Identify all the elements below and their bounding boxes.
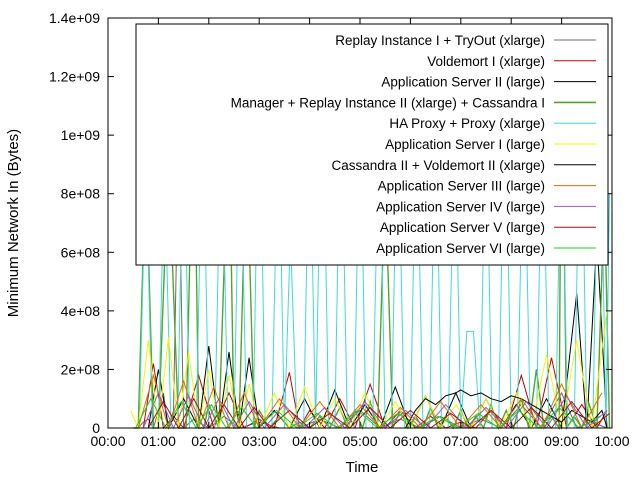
y-axis-label: Minimum Network In (Bytes) [5, 129, 22, 317]
legend-label-3: Application Server II (large) [381, 75, 545, 90]
legend-label-4: Manager + Replay Instance II (xlarge) + … [231, 95, 545, 110]
legend-label-5: HA Proxy + Proxy (xlarge) [389, 116, 545, 131]
y-tick-label: 8e+08 [61, 186, 101, 202]
series-line-6 [130, 310, 608, 430]
x-tick-label: 04:00 [292, 433, 327, 449]
x-tick-label: 00:00 [90, 433, 125, 449]
x-tick-label: 08:00 [494, 433, 529, 449]
legend-label-10: Application Server V (large) [380, 220, 545, 235]
legend: Replay Instance I + TryOut (xlarge) Volde… [135, 23, 609, 266]
x-tick-label: 02:00 [191, 433, 226, 449]
legend-label-9: Application Server IV (large) [376, 199, 545, 214]
series-line-7 [404, 389, 608, 429]
series-line-8 [137, 373, 603, 430]
x-axis-label: Time [346, 459, 379, 476]
series-line-10 [147, 397, 610, 430]
y-tick-label: 4e+08 [61, 303, 101, 319]
series-line-4 [133, 38, 611, 431]
legend-label-6: Application Server I (large) [385, 137, 545, 152]
legend-label-1: Replay Instance I + TryOut (xlarge) [335, 33, 545, 48]
y-tick-label: 2e+08 [61, 361, 101, 377]
y-tick-label: 1.4e+09 [49, 10, 100, 26]
y-tick-label: 1.2e+09 [49, 69, 100, 85]
x-tick-label: 03:00 [242, 433, 277, 449]
y-tick-label: 0 [92, 420, 100, 436]
legend-box [135, 23, 609, 266]
y-tick-label: 6e+08 [61, 244, 101, 260]
series-line-11 [135, 397, 600, 430]
legend-label-2: Voldemort I (xlarge) [427, 54, 545, 69]
legend-label-11: Application Server VI (large) [376, 241, 545, 256]
legend-label-7: Cassandra II + Voldemort II (xlarge) [332, 158, 545, 173]
x-tick-label: 09:00 [544, 433, 579, 449]
legend-items: Replay Instance I + TryOut (xlarge) Volde… [231, 33, 596, 256]
x-tick-label: 10:00 [594, 433, 629, 449]
legend-label-8: Application Server III (large) [378, 179, 545, 194]
x-tick-label: 01:00 [141, 433, 176, 449]
x-tick-label: 06:00 [393, 433, 428, 449]
x-tick-label: 07:00 [443, 433, 478, 449]
ticks-layer: 00:00 01:00 02:00 03:00 04:00 05:00 06:00 07:00… [49, 10, 630, 449]
y-tick-label: 1e+09 [61, 127, 101, 143]
x-tick-label: 05:00 [342, 433, 377, 449]
